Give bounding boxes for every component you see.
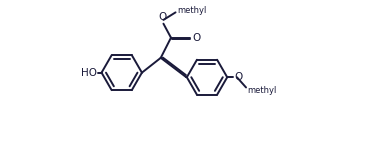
Text: HO: HO bbox=[81, 68, 97, 78]
Text: O: O bbox=[234, 72, 242, 82]
Text: methyl: methyl bbox=[177, 6, 206, 15]
Text: O: O bbox=[158, 12, 166, 22]
Text: methyl: methyl bbox=[247, 86, 276, 95]
Text: O: O bbox=[192, 33, 200, 43]
